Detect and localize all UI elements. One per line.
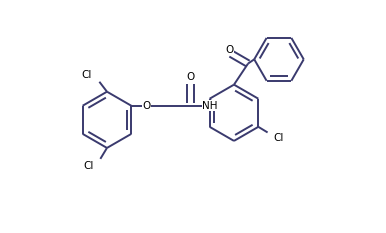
Text: O: O [186, 72, 195, 82]
Text: Cl: Cl [273, 133, 284, 143]
Text: Cl: Cl [81, 70, 91, 80]
Text: O: O [143, 101, 151, 111]
Text: Cl: Cl [83, 161, 94, 171]
Text: NH: NH [202, 101, 218, 111]
Text: O: O [225, 45, 233, 55]
